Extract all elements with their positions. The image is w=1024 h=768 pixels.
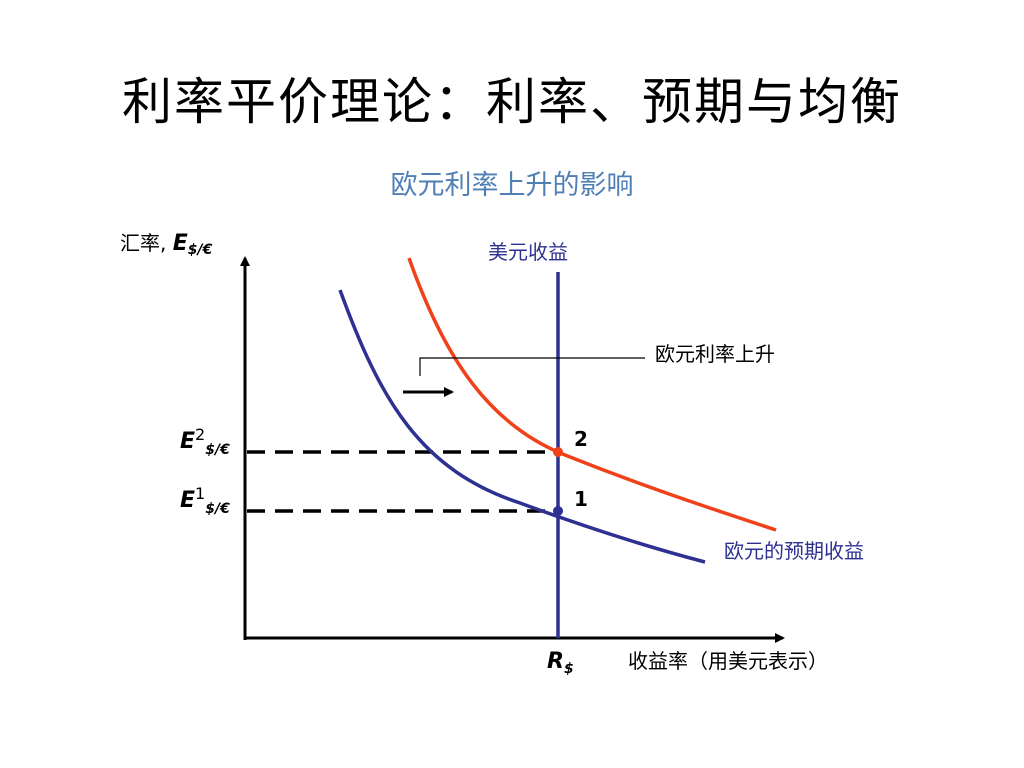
euro-rate-rise-callout-line — [419, 357, 645, 376]
rs-label: R$ — [547, 649, 574, 677]
e1-label: E1$/€ — [180, 484, 230, 517]
slide-title: 利率平价理论：利率、预期与均衡 — [122, 73, 902, 131]
point-label-2: 2 — [574, 427, 588, 451]
euro-rate-rise-label: 欧元利率上升 — [655, 342, 775, 366]
dollar-return-label: 美元收益 — [488, 240, 568, 264]
slide-subtitle: 欧元利率上升的影响 — [390, 170, 634, 201]
x-axis-label: 收益率（用美元表示） — [628, 649, 828, 673]
equilibrium-point-2 — [553, 447, 563, 457]
point-label-1: 1 — [574, 487, 588, 511]
euro-expected-return-curve-shifted — [407, 257, 777, 532]
y-axis-label: 汇率, E$/€ — [120, 231, 213, 258]
euro-expected-return-label: 欧元的预期收益 — [724, 539, 864, 563]
e2-label: E2$/€ — [180, 425, 230, 458]
equilibrium-point-1 — [553, 506, 563, 516]
euro-expected-return-curve — [338, 289, 706, 564]
